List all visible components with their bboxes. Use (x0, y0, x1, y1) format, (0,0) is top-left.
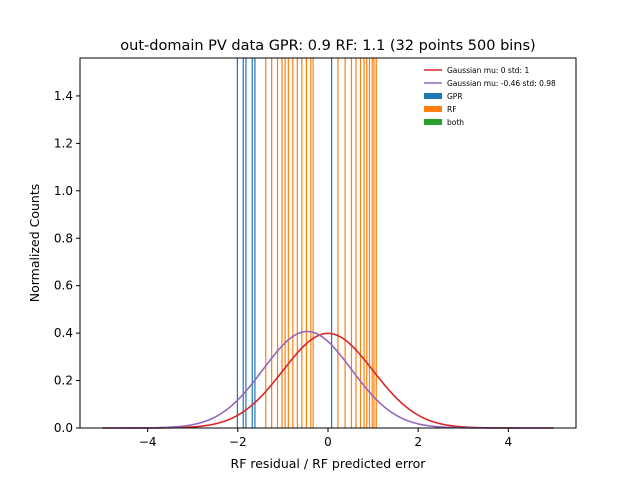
bars-layer (236, 58, 377, 428)
x-tick-label-0: −4 (139, 435, 157, 449)
y-axis: 0.0 0.2 0.4 0.6 0.8 1.0 1.2 1.4 (54, 89, 80, 435)
legend-label-2: GPR (447, 92, 463, 101)
y-tick-label-3: 0.6 (54, 279, 73, 293)
legend-swatch-3 (424, 106, 442, 112)
legend-label-1: Gaussian mu: -0.46 std: 0.98 (447, 79, 556, 88)
x-tick-label-3: 2 (414, 435, 422, 449)
y-tick-label-5: 1.0 (54, 184, 73, 198)
y-tick-label-6: 1.2 (54, 136, 73, 150)
legend-label-4: both (447, 118, 464, 127)
legend-label-3: RF (447, 105, 457, 114)
y-tick-label-4: 0.8 (54, 231, 73, 245)
y-tick-label-2: 0.4 (54, 326, 73, 340)
chart-title: out-domain PV data GPR: 0.9 RF: 1.1 (32 … (120, 38, 535, 54)
legend-label-0: Gaussian mu: 0 std: 1 (447, 66, 529, 75)
legend: Gaussian mu: 0 std: 1 Gaussian mu: -0.46 … (424, 66, 556, 127)
x-axis: −4 −2 0 2 4 (139, 428, 512, 449)
y-axis-label: Normalized Counts (27, 184, 42, 303)
legend-swatch-4 (424, 119, 442, 125)
y-tick-label-0: 0.0 (54, 421, 73, 435)
legend-swatch-2 (424, 93, 442, 99)
x-tick-label-4: 4 (505, 435, 513, 449)
y-tick-label-1: 0.2 (54, 374, 73, 388)
x-tick-label-2: 0 (324, 435, 332, 449)
x-tick-label-1: −2 (229, 435, 247, 449)
x-axis-label: RF residual / RF predicted error (231, 456, 427, 471)
y-tick-label-7: 1.4 (54, 89, 73, 103)
